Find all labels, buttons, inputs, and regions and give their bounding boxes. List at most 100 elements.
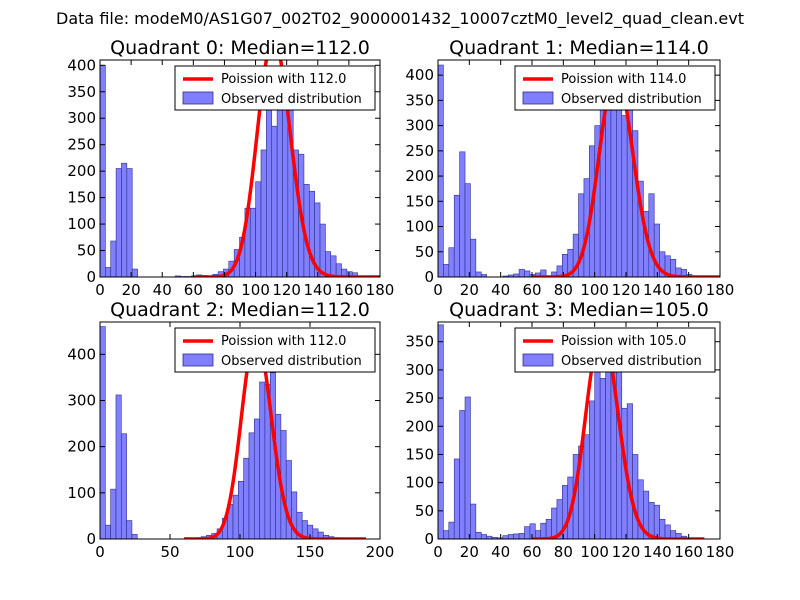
histogram-bar [653, 504, 660, 539]
x-tick-label: 60 [184, 281, 203, 299]
histogram-bar [115, 394, 122, 539]
histogram-bar [259, 381, 266, 539]
y-tick-label: 300 [67, 391, 96, 409]
legend-bar-swatch [182, 91, 214, 105]
histogram-bar [100, 326, 106, 539]
poisson-curve [183, 334, 367, 539]
histogram-bar [470, 238, 477, 277]
histogram-bar [271, 125, 278, 277]
y-tick-label: 250 [405, 389, 434, 407]
histogram-bar [260, 149, 267, 277]
axes-frame [437, 59, 721, 278]
y-tick-label: 400 [67, 345, 96, 363]
y-tick-label: 50 [415, 243, 434, 261]
histogram-bar [131, 268, 138, 277]
x-tick-label: 160 [674, 281, 703, 299]
histogram-bar [475, 271, 482, 277]
legend-label-observed: Observed distribution [221, 92, 362, 107]
y-tick-label: 200 [67, 162, 96, 180]
histogram-bar [126, 520, 133, 539]
x-tick-label: 0 [433, 543, 443, 561]
x-tick-label: 120 [612, 543, 641, 561]
histogram-bar [621, 115, 628, 277]
histogram-bar [110, 488, 117, 539]
histogram-bar [632, 454, 639, 539]
histogram-bar [253, 418, 260, 539]
legend-label-observed: Observed distribution [561, 92, 702, 107]
histogram-bar [653, 223, 660, 277]
x-tick-label: 40 [491, 543, 510, 561]
histogram-bar [438, 64, 444, 277]
histogram-bar [276, 83, 283, 277]
histogram-bar [524, 270, 531, 277]
histogram-bar [502, 535, 509, 539]
histogram-bar [664, 524, 671, 539]
x-tick-label: 20 [460, 281, 479, 299]
histogram-bar [480, 534, 487, 539]
x-tick-label: 140 [303, 281, 332, 299]
histogram-bar [282, 102, 289, 277]
y-tick-label: 250 [67, 136, 96, 154]
histogram-bar [255, 181, 262, 277]
x-tick-label: 160 [674, 543, 703, 561]
histogram-bar [524, 526, 531, 539]
x-tick-label: 160 [335, 281, 364, 299]
x-tick-label: 180 [706, 543, 735, 561]
histogram-bars [438, 324, 687, 539]
histogram-bar [115, 168, 122, 277]
x-tick-label: 100 [580, 543, 609, 561]
legend: Poission with 105.0 Observed distribution [514, 327, 716, 373]
y-tick-label: 100 [67, 215, 96, 233]
histogram-bar [448, 247, 455, 277]
legend-bar-swatch [522, 353, 554, 367]
legend-label-poisson: Poission with 112.0 [221, 72, 346, 87]
histogram-bar [480, 274, 487, 277]
x-tick-label: 200 [366, 543, 395, 561]
x-tick-label: 120 [272, 281, 301, 299]
axes-frame [99, 59, 381, 278]
histogram-bar [507, 534, 514, 539]
histogram-bar [545, 518, 552, 539]
quadrant-1-plot: Quadrant 1: Median=114.00 20 40 60 80 100 120 1… [405, 37, 734, 299]
y-tick-label: 0 [86, 268, 96, 286]
legend-bar-swatch [522, 91, 554, 105]
histogram-bar [589, 400, 596, 539]
histogram-bar [464, 183, 471, 277]
histogram-bar [475, 531, 482, 539]
legend-bar-swatch [182, 353, 214, 367]
legend-label-observed: Observed distribution [221, 354, 362, 369]
y-tick-label: 350 [67, 83, 96, 101]
histogram-bar [453, 458, 460, 539]
histogram-bar [319, 223, 326, 277]
x-tick-label: 60 [522, 281, 541, 299]
legend-label-observed: Observed distribution [561, 354, 702, 369]
quadrant-0-plot: Quadrant 0: Median=112.00 20 40 60 80 100 120 1… [67, 37, 394, 299]
x-tick-label: 60 [522, 543, 541, 561]
histogram-bar [285, 460, 292, 539]
histogram-bar [459, 151, 466, 277]
y-tick-label: 0 [424, 268, 434, 286]
histogram-bar [105, 524, 111, 539]
y-tick-label: 100 [405, 474, 434, 492]
x-tick-label: 80 [554, 281, 573, 299]
histogram-bar [131, 534, 138, 539]
x-tick-label: 140 [643, 543, 672, 561]
histogram-bar [248, 432, 255, 539]
quadrant-3-plot: Quadrant 3: Median=105.00 20 40 60 80 100 120 1… [405, 299, 734, 561]
histogram-bar [110, 240, 117, 277]
x-tick-label: 150 [296, 543, 325, 561]
y-tick-label: 50 [415, 502, 434, 520]
y-tick-label: 50 [77, 242, 96, 260]
histogram-bar [443, 264, 450, 277]
legend: Poission with 114.0 Observed distribution [514, 65, 716, 111]
histogram-bar [680, 269, 687, 277]
histogram-bar [121, 162, 128, 277]
y-tick-label: 100 [67, 484, 96, 502]
histogram-bar [529, 523, 536, 539]
y-tick-label: 350 [405, 91, 434, 109]
x-tick-label: 120 [612, 281, 641, 299]
y-tick-label: 200 [405, 417, 434, 435]
quadrant-0-title: Quadrant 0: Median=112.0 [110, 37, 370, 59]
legend-label-poisson: Poission with 112.0 [221, 334, 346, 349]
histogram-bar [243, 457, 250, 539]
